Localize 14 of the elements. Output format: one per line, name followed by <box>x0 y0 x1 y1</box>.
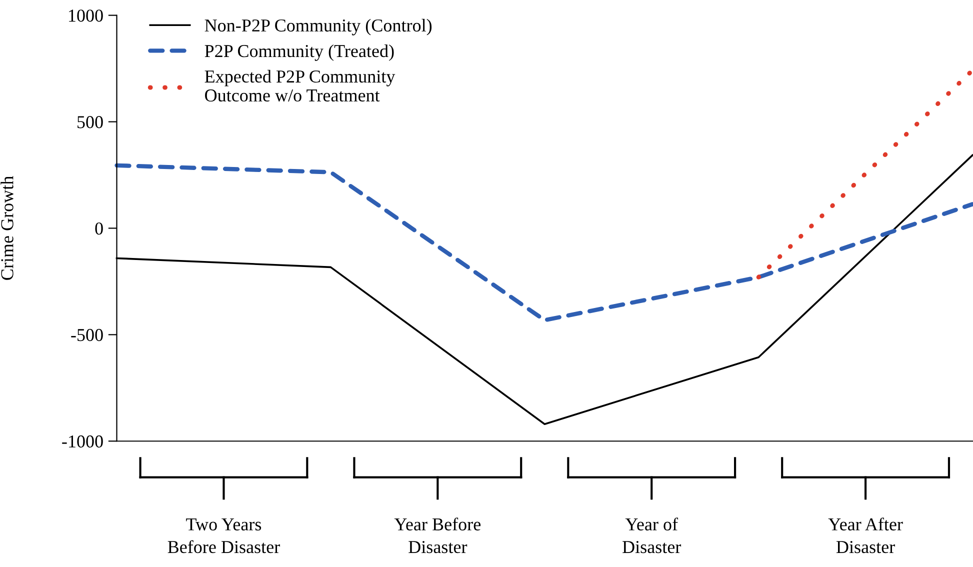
legend-label: Non-P2P Community (Control) <box>204 18 432 36</box>
y-tick-label: 1000 <box>69 10 103 22</box>
text: Year of Disaster <box>622 518 682 554</box>
line-series <box>114 163 973 322</box>
y-tick-label: 500 <box>78 116 103 128</box>
text: Year After Disaster <box>828 518 903 554</box>
text: Year Before Disaster <box>394 518 480 554</box>
y-axis-title: Crime Growth <box>0 176 14 280</box>
legend-label: Expected P2P Community Outcome w/o Treatment <box>204 70 396 102</box>
legend-label: P2P Community (Treated) <box>204 44 394 61</box>
text: Two Years Before Disaster <box>168 518 280 554</box>
y-tick-label: -500 <box>71 328 103 342</box>
y-tick-label: 0 <box>95 222 103 235</box>
y-tick-label: -1000 <box>62 435 103 448</box>
